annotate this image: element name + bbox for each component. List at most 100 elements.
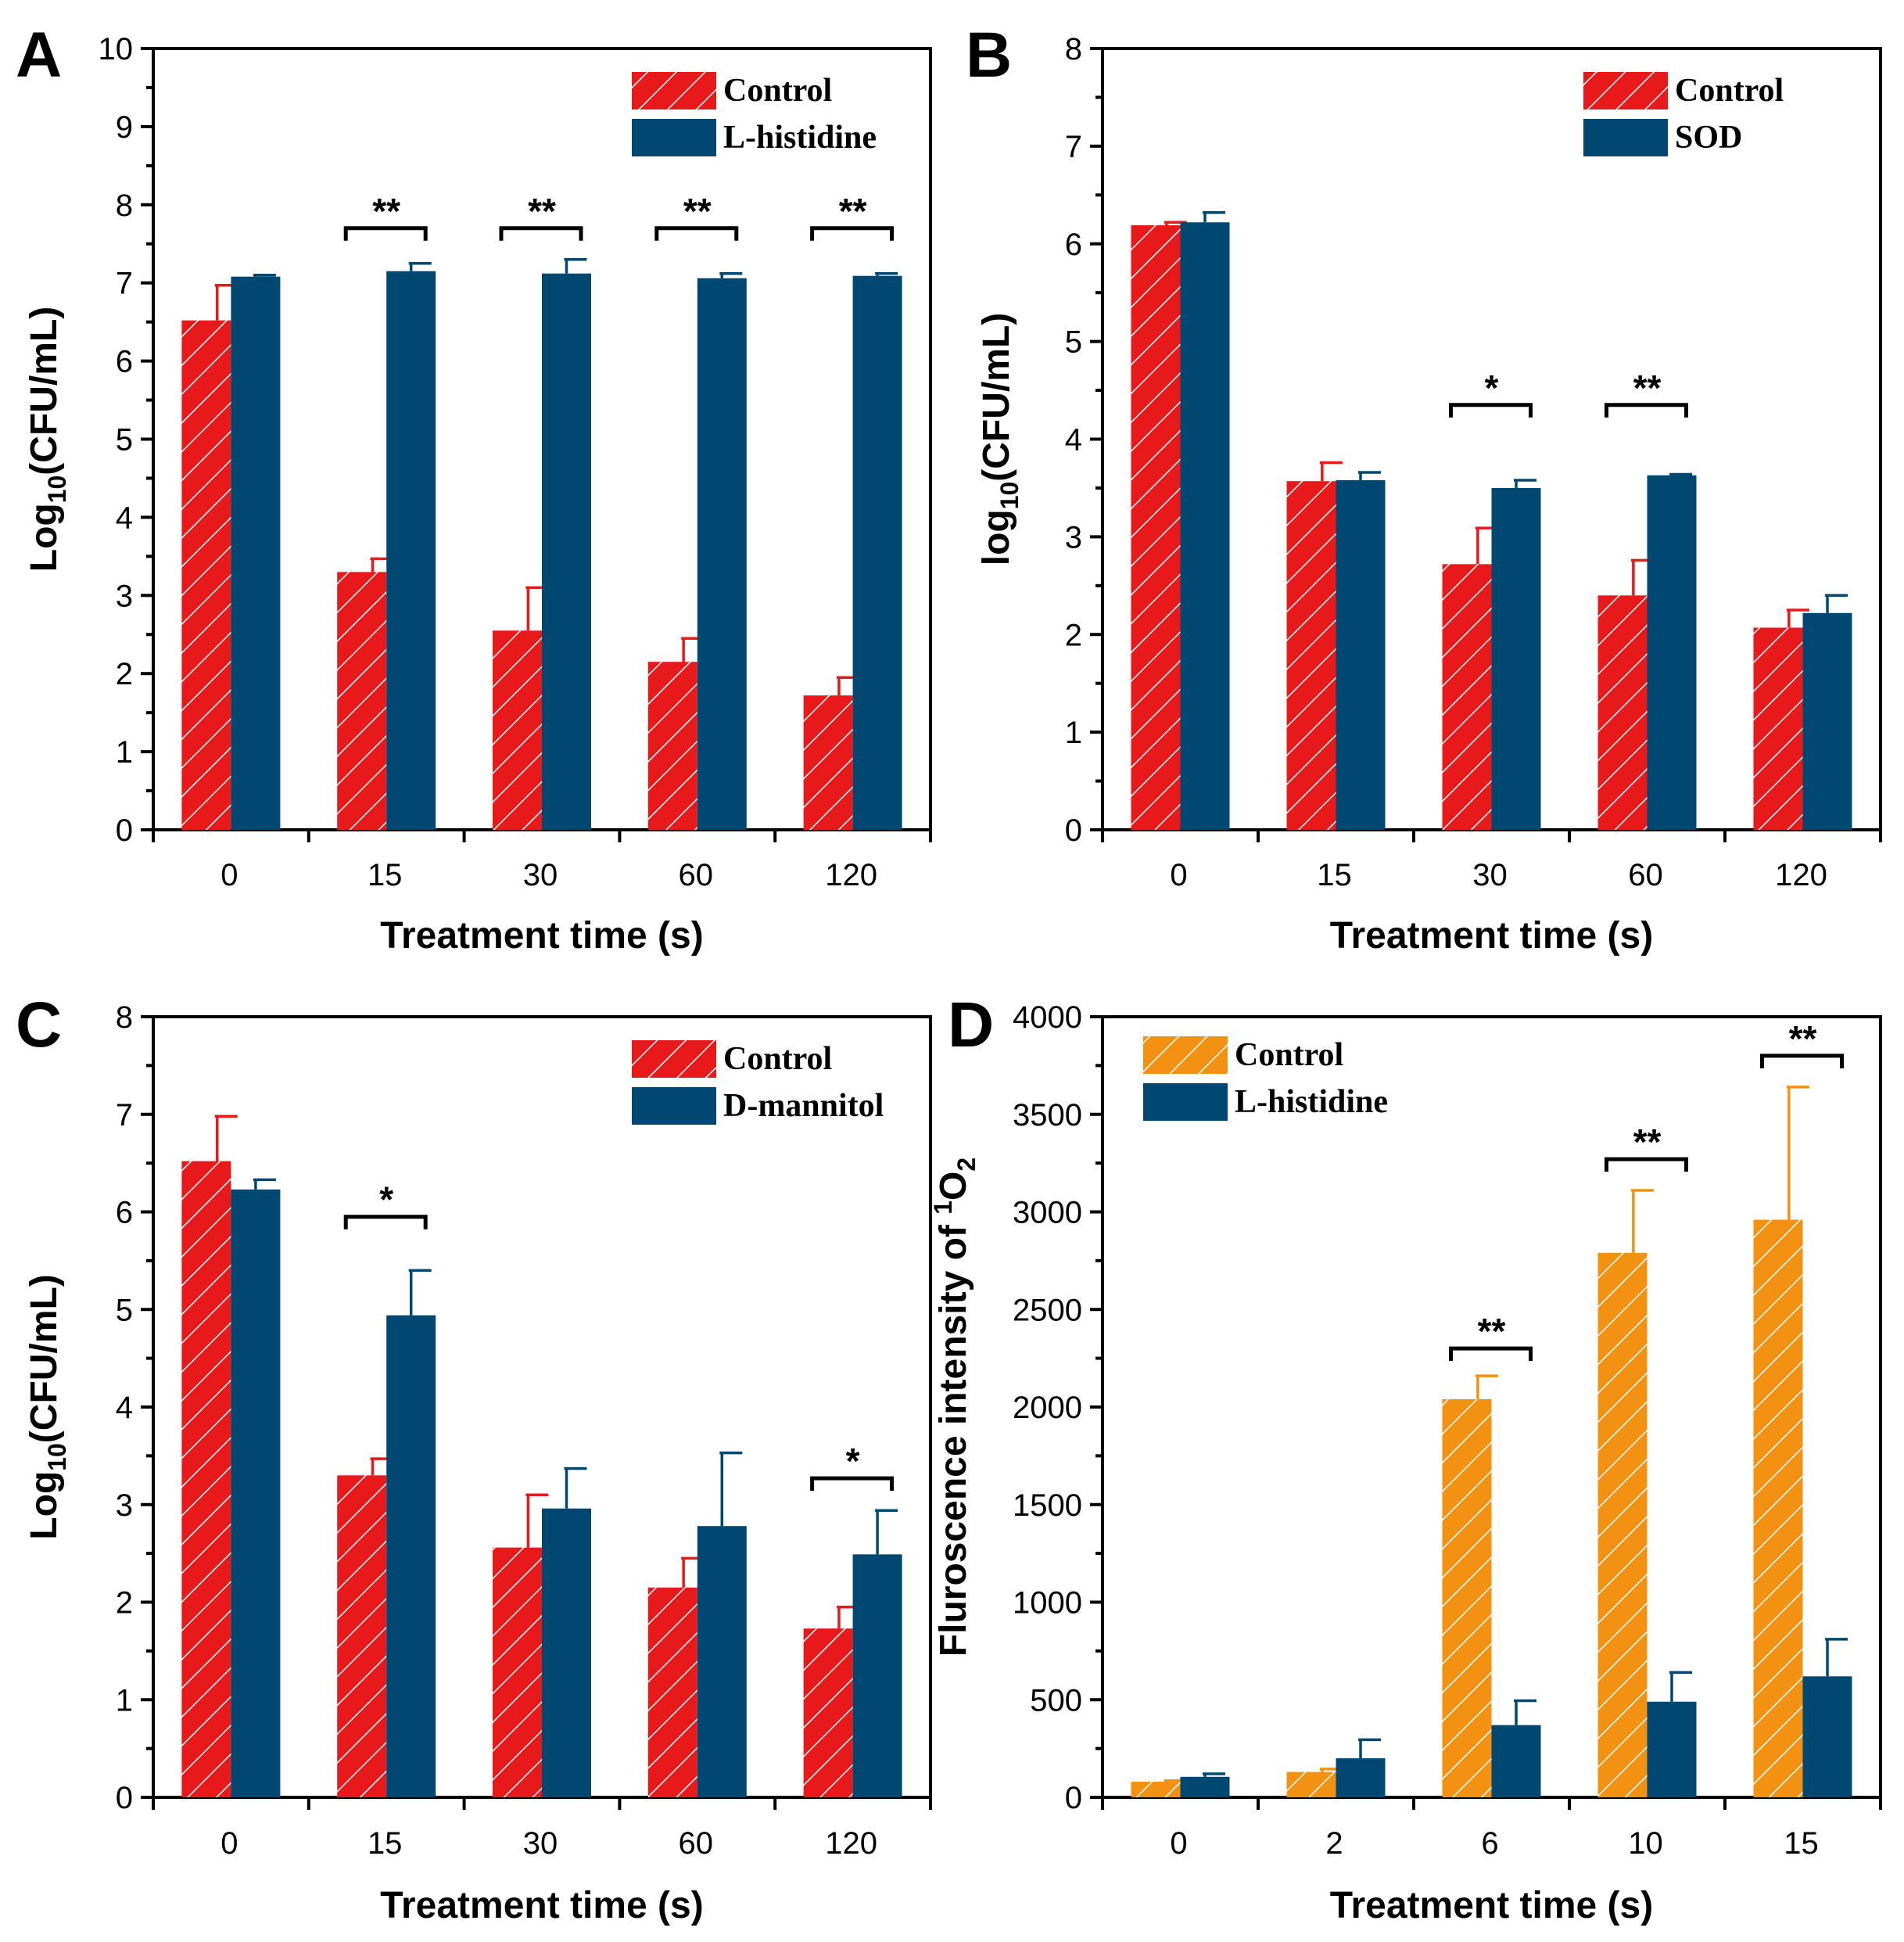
significance-marker: ** (1633, 368, 1662, 408)
y-tick-label: 4 (1065, 423, 1082, 458)
legend-swatch (632, 72, 716, 109)
bar-d-mannitol (542, 1508, 591, 1797)
y-tick-label: 1500 (1013, 1488, 1082, 1523)
bar-control (1753, 627, 1803, 830)
y-tick-label: 5 (116, 423, 133, 458)
bar-control (647, 662, 697, 830)
bar-sod (1647, 475, 1697, 830)
legend-label: SOD (1675, 120, 1742, 156)
bar-control (1131, 1782, 1181, 1797)
legend-label: Control (723, 73, 832, 109)
y-tick-label: 3 (116, 579, 133, 613)
significance-marker: ** (1789, 1018, 1817, 1059)
x-tick-label: 30 (523, 858, 558, 892)
x-axis-title: Treatment time (s) (380, 915, 703, 957)
y-tick-label: 4 (116, 501, 133, 535)
y-axis-title-unit: (CFU/mL) (976, 313, 1017, 482)
x-tick-label: 120 (1775, 858, 1827, 892)
y-tick-label: 1000 (1013, 1586, 1082, 1621)
bar-control (1286, 481, 1336, 830)
y-tick-label: 0 (116, 813, 133, 848)
x-tick-label: 120 (825, 858, 877, 892)
x-tick-label: 0 (1170, 1826, 1187, 1861)
y-tick-label: 9 (116, 110, 133, 145)
bar-l-histidine (231, 276, 281, 830)
y-axis-title-species: O (933, 1172, 974, 1201)
bar-control (1131, 225, 1181, 830)
y-tick-label: 3500 (1013, 1098, 1082, 1133)
bar-d-mannitol (697, 1526, 747, 1797)
y-axis-title-main: Fluroscence intensity of (933, 1215, 974, 1657)
y-axis-title-unit: (CFU/mL) (23, 307, 65, 476)
panel-c-chart: C 0 1 2 3 4 5 6 7 8 0 15 30 60 120 * * Control D-mannitol T… (16, 989, 932, 1926)
bar-l-histidine (1491, 1725, 1541, 1797)
y-tick-label: 6 (116, 1196, 133, 1230)
legend-label: L-histidine (723, 120, 877, 156)
y-tick-label: 5 (1065, 325, 1082, 360)
bar-sod (1491, 487, 1541, 830)
x-tick-label: 15 (368, 858, 403, 892)
significance-bracket (1605, 1157, 1688, 1172)
bar-l-histidine (852, 275, 902, 831)
significance-marker: ** (1633, 1122, 1662, 1162)
y-tick-label: 1 (116, 735, 133, 770)
y-axis-title: Log10(CFU/mL) (23, 307, 71, 573)
significance-marker: * (846, 1441, 860, 1481)
bar-control (493, 1547, 542, 1797)
y-tick-label: 7 (1065, 130, 1082, 164)
bar-l-histidine (697, 278, 747, 830)
significance-marker: ** (1478, 1311, 1506, 1352)
y-tick-label: 2000 (1013, 1391, 1082, 1425)
bar-l-histidine (1802, 1676, 1852, 1797)
y-axis-title-subscript: 10 (43, 1443, 71, 1471)
bar-control (337, 1475, 387, 1797)
significance-bracket (1449, 1346, 1533, 1362)
y-tick-label: 10 (99, 32, 134, 66)
x-tick-label: 15 (368, 1826, 403, 1861)
legend-swatch (1583, 72, 1668, 109)
x-tick-label: 30 (1472, 858, 1508, 892)
x-tick-label: 120 (825, 1826, 877, 1861)
x-tick-label: 15 (1784, 1826, 1819, 1861)
y-tick-label: 3 (116, 1488, 133, 1523)
y-tick-label: 8 (1065, 32, 1082, 66)
bar-sod (1802, 612, 1852, 830)
significance-marker: ** (372, 191, 400, 232)
legend-label: D-mannitol (723, 1088, 884, 1124)
panel-d-chart: D 0 500 1000 1500 2000 2500 3000 3500 4000 0 2 6 10 15… (929, 989, 1882, 1926)
significance-bracket (1760, 1054, 1844, 1068)
x-tick-label: 60 (679, 858, 714, 892)
y-tick-label: 6 (116, 345, 133, 379)
bar-l-histidine (1336, 1758, 1386, 1797)
legend-label: Control (723, 1041, 832, 1077)
significance-marker: ** (528, 191, 556, 232)
bar-control (1597, 595, 1648, 830)
significance-marker: * (1485, 368, 1499, 408)
panel-a-chart: A 0 1 2 3 4 5 6 7 8 9 10 0 15 30 60 120 ** ** ** ** Control L-… (16, 20, 932, 957)
bar-control (181, 320, 231, 831)
y-tick-label: 5 (116, 1293, 133, 1327)
x-tick-label: 15 (1317, 858, 1352, 892)
bar-control (1597, 1252, 1648, 1797)
y-tick-label: 6 (1065, 228, 1082, 262)
y-tick-label: 4000 (1013, 1000, 1082, 1035)
significance-marker: ** (683, 191, 712, 232)
y-tick-label: 2 (1065, 618, 1082, 652)
significance-bracket (343, 1215, 428, 1229)
bar-control (493, 630, 542, 830)
y-axis-title-subscript: 2 (952, 1158, 981, 1172)
y-tick-label: 1 (1065, 716, 1082, 750)
significance-marker: * (379, 1179, 393, 1220)
bar-control (181, 1161, 231, 1797)
y-axis-title-unit: (CFU/mL) (23, 1274, 65, 1443)
significance-bracket (810, 226, 895, 241)
y-tick-label: 2500 (1013, 1293, 1082, 1327)
legend-swatch (632, 1040, 716, 1078)
y-axis-title-main: log (976, 509, 1017, 565)
y-tick-label: 2 (116, 657, 133, 691)
significance-bracket (810, 1476, 895, 1491)
bar-control (337, 572, 387, 830)
y-tick-label: 1 (116, 1683, 133, 1718)
panel-letter: A (16, 20, 62, 91)
bar-l-histidine (386, 271, 436, 831)
